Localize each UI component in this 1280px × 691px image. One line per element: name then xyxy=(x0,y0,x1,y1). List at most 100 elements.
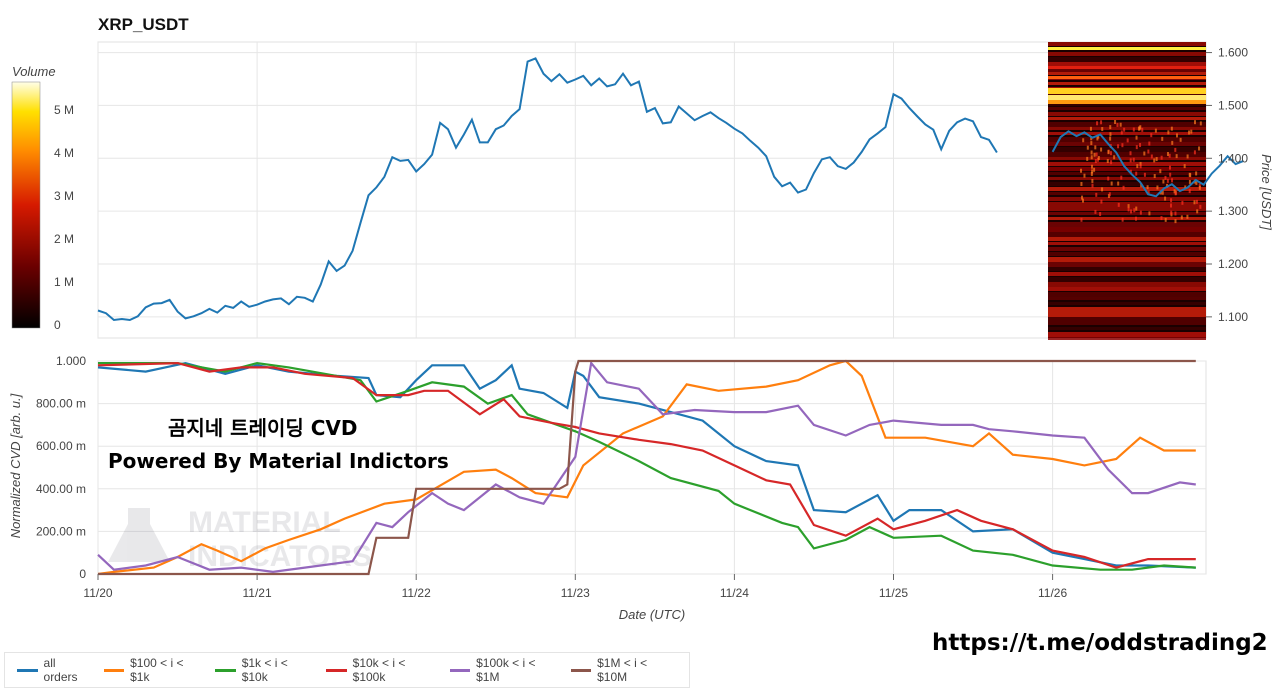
heatmap-cell xyxy=(1180,215,1183,220)
heatmap-cell xyxy=(1168,153,1171,158)
legend-item[interactable]: $100k < i < $1M xyxy=(449,656,557,684)
heatmap-band xyxy=(1048,187,1206,191)
heatmap-band xyxy=(1048,247,1206,251)
heatmap-band xyxy=(1048,52,1206,56)
heatmap-cell xyxy=(1183,164,1186,169)
telegram-link[interactable]: https://t.me/oddstrading2 xyxy=(932,630,1268,656)
heatmap-cell xyxy=(1097,134,1100,139)
heatmap-cell xyxy=(1132,157,1135,162)
heatmap-cell xyxy=(1169,172,1172,177)
heatmap-band xyxy=(1048,252,1206,256)
heatmap-cell xyxy=(1109,136,1112,141)
svg-text:INDICATORS: INDICATORS xyxy=(188,540,372,573)
cvd-tick-label: 800.00 m xyxy=(36,397,86,411)
heatmap-cell xyxy=(1097,156,1100,161)
heatmap-band xyxy=(1048,312,1206,317)
price-panel: 1.100 1.200 1.300 1.400 1.500 1.600 Price [US… xyxy=(97,41,1274,340)
heatmap-cell xyxy=(1170,198,1173,203)
heatmap-band xyxy=(1048,232,1206,237)
heatmap-cell xyxy=(1154,128,1157,133)
heatmap-band xyxy=(1048,287,1206,291)
cvd-tick-label: 1.000 xyxy=(56,354,86,368)
heatmap-band xyxy=(1048,67,1206,72)
colorbar-ticks: 0 1 M 2 M 3 M 4 M 5 M xyxy=(54,103,74,332)
heatmap-cell xyxy=(1106,159,1109,164)
cvd-y-label: Normalized CVD [arb. u.] xyxy=(8,393,23,538)
x-tick-label: 11/23 xyxy=(561,586,590,600)
legend-item[interactable]: all orders xyxy=(17,656,90,684)
heatmap-cell xyxy=(1139,161,1142,166)
heatmap-cell xyxy=(1174,211,1177,216)
legend-item[interactable]: $100 < i < $1k xyxy=(103,656,202,684)
x-tick-label: 11/26 xyxy=(1038,586,1067,600)
heatmap-cell xyxy=(1130,209,1133,214)
colorbar-tick-label: 0 xyxy=(54,318,61,332)
heatmap-cell xyxy=(1139,164,1142,169)
heatmap-cell xyxy=(1162,179,1165,184)
svg-text:MATERIAL: MATERIAL xyxy=(188,506,341,539)
cvd-tick-label: 400.00 m xyxy=(36,482,86,496)
heatmap-cell xyxy=(1135,135,1138,140)
heatmap-band xyxy=(1048,307,1206,312)
heatmap-cell xyxy=(1109,132,1112,137)
heatmap-band xyxy=(1048,227,1206,232)
legend-item[interactable]: $1M < i < $10M xyxy=(570,656,675,684)
heatmap-band xyxy=(1048,322,1206,325)
price-line xyxy=(97,57,998,322)
heatmap-cell xyxy=(1166,151,1169,156)
heatmap-cell xyxy=(1090,150,1093,155)
heatmap-cell xyxy=(1090,136,1093,141)
heatmap-cell xyxy=(1137,126,1140,131)
heatmap-cell xyxy=(1083,173,1086,178)
heatmap-cell xyxy=(1143,151,1146,156)
heatmap-cell xyxy=(1095,192,1098,197)
heatmap-cell xyxy=(1117,202,1120,207)
heatmap-cell xyxy=(1127,204,1130,209)
heatmap-band xyxy=(1048,207,1206,211)
cvd-series-line xyxy=(97,359,1196,576)
heatmap-hot-band xyxy=(1048,100,1206,104)
heatmap-band xyxy=(1048,237,1206,241)
heatmap-band xyxy=(1048,202,1206,207)
x-tick-label: 11/21 xyxy=(243,586,272,600)
heatmap-cell xyxy=(1139,142,1142,147)
heatmap-band xyxy=(1048,127,1206,130)
heatmap-hot-band xyxy=(1048,88,1206,94)
legend-swatch xyxy=(103,668,125,672)
heatmap-band xyxy=(1048,242,1206,245)
colorbar-tick-label: 2 M xyxy=(54,232,74,246)
heatmap-cell xyxy=(1120,175,1123,180)
heatmap-cell xyxy=(1100,147,1103,152)
heatmap-cell xyxy=(1090,155,1093,160)
heatmap-band xyxy=(1048,332,1206,337)
legend-item[interactable]: $10k < i < $100k xyxy=(326,656,435,684)
heatmap-cell xyxy=(1094,209,1097,214)
heatmap-band xyxy=(1048,217,1206,220)
price-tick-label: 1.300 xyxy=(1218,204,1248,218)
heatmap-band xyxy=(1048,327,1206,330)
heatmap-cell xyxy=(1198,185,1201,190)
heatmap-cell xyxy=(1086,156,1089,161)
heatmap-cell xyxy=(1188,189,1191,194)
heatmap-cell xyxy=(1186,214,1189,219)
heatmap-cell xyxy=(1175,154,1178,159)
legend-item[interactable]: $1k < i < $10k xyxy=(215,656,312,684)
price-tick-label: 1.500 xyxy=(1218,98,1248,112)
cvd-panel: MATERIAL INDICATORS 0 200.00 m 400.00 m 600… xyxy=(8,354,1207,622)
heatmap-band xyxy=(1048,122,1206,127)
heatmap-cell xyxy=(1153,174,1156,179)
colorbar-tick-label: 5 M xyxy=(54,103,74,117)
heatmap-cell xyxy=(1166,178,1169,183)
heatmap-cell xyxy=(1170,203,1173,208)
heatmap-band xyxy=(1048,292,1206,297)
heatmap-cell xyxy=(1091,169,1094,174)
heatmap-cell xyxy=(1148,141,1151,146)
heatmap-cell xyxy=(1167,130,1170,135)
heatmap-cell xyxy=(1100,199,1103,204)
heatmap-cell xyxy=(1135,145,1138,150)
legend-swatch xyxy=(17,668,38,672)
heatmap-band xyxy=(1048,277,1206,282)
heatmap-cell xyxy=(1090,171,1093,176)
heatmap-cell xyxy=(1123,127,1126,132)
heatmap-cell xyxy=(1153,158,1156,163)
